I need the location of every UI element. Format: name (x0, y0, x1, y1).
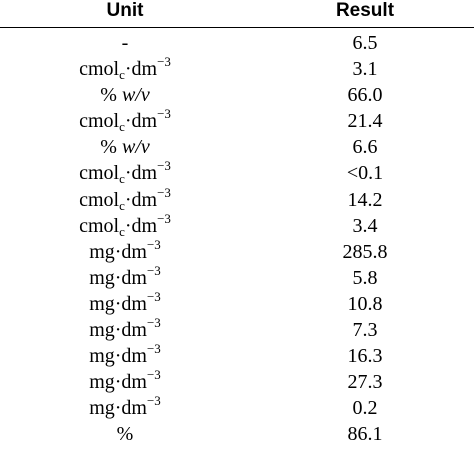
unit-text: −3 (146, 393, 161, 409)
unit-cell: cmolc·dm−3 (30, 158, 220, 187)
unit-text: mg·dm (89, 397, 147, 420)
result-cell: 21.4 (347, 110, 383, 133)
result-cell: 3.4 (352, 214, 378, 237)
unit-text: cmol (79, 162, 120, 185)
unit-text: cmol (79, 188, 120, 211)
unit-text: −3 (157, 184, 171, 200)
unit-text: ·dm (124, 162, 158, 185)
unit-cell: mg·dm−3 (30, 315, 220, 343)
result-cell: 285.8 (342, 240, 388, 263)
table-row: mg·dm−3 10.8 (0, 288, 474, 317)
table-row: mg·dm−3 27.3 (0, 367, 474, 395)
unit-cell: mg·dm−3 (30, 341, 220, 369)
unit-text: −3 (146, 341, 161, 357)
table-row: mg·dm−3 0.2 (0, 393, 474, 421)
unit-text: −3 (157, 158, 171, 174)
unit-text: ·dm (124, 58, 158, 81)
unit-text: −3 (157, 210, 171, 226)
table-row: - 6.5 (0, 30, 474, 56)
table-row: % 86.1 (0, 421, 474, 447)
unit-cell: mg·dm−3 (30, 236, 220, 265)
table-row: mg·dm−3 7.3 (0, 315, 474, 343)
result-column-header: Result (335, 0, 395, 21)
table-row: cmolc·dm−3 14.2 (0, 184, 474, 213)
unit-text: −3 (146, 262, 161, 278)
unit-text: −3 (146, 315, 161, 331)
result-cell: <0.1 (346, 162, 384, 185)
unit-text: ·dm (124, 110, 158, 133)
unit-text: c (119, 171, 125, 187)
unit-cell: cmolc·dm−3 (30, 106, 220, 135)
unit-text: - (121, 32, 129, 54)
result-cell: 66.0 (347, 84, 383, 107)
unit-column-header: Unit (106, 0, 144, 21)
unit-text: ·dm (124, 188, 158, 211)
unit-cell: mg·dm−3 (30, 262, 220, 291)
unit-text: % (100, 84, 122, 107)
table-row: mg·dm−3 285.8 (0, 236, 474, 265)
table-row: % w/v 6.6 (0, 134, 474, 160)
unit-text: mg·dm (89, 240, 147, 263)
unit-cell: cmolc·dm−3 (30, 184, 220, 213)
unit-text: w/v (121, 136, 150, 159)
unit-text: mg·dm (89, 266, 147, 289)
result-cell: 27.3 (347, 371, 383, 394)
unit-text: w/v (121, 84, 150, 107)
unit-text: cmol (79, 110, 120, 133)
unit-text: mg·dm (89, 292, 147, 315)
unit-text: mg·dm (89, 319, 147, 342)
result-cell: 10.8 (347, 292, 383, 315)
result-cell: 6.5 (352, 32, 378, 54)
result-cell: 86.1 (347, 423, 383, 446)
table-row: cmolc·dm−3 3.1 (0, 54, 474, 83)
table-row: cmolc·dm−3 <0.1 (0, 158, 474, 187)
unit-text: −3 (146, 288, 161, 304)
unit-text: c (119, 119, 125, 135)
result-cell: 6.6 (352, 136, 378, 159)
unit-text: cmol (79, 214, 120, 237)
table-header: Unit Result (0, 0, 474, 28)
unit-text: −3 (157, 54, 171, 70)
result-cell: 0.2 (352, 397, 378, 420)
table-row: mg·dm−3 16.3 (0, 341, 474, 369)
unit-cell: cmolc·dm−3 (30, 54, 220, 83)
table-row: mg·dm−3 5.8 (0, 262, 474, 291)
result-cell: 14.2 (347, 188, 383, 211)
table-row: cmolc·dm−3 21.4 (0, 106, 474, 135)
unit-text: mg·dm (89, 345, 147, 368)
unit-text: mg·dm (89, 371, 147, 394)
unit-text: cmol (79, 58, 120, 81)
unit-text: −3 (157, 106, 171, 122)
unit-text: % (116, 423, 134, 446)
table-body: -6.5 cmolc·dm−3 3.1% w/v 66.0 cmolc·dm−3 21.4… (0, 30, 474, 448)
unit-cell: - (30, 30, 220, 56)
unit-cell: mg·dm−3 (30, 393, 220, 421)
unit-text: % (100, 136, 122, 159)
unit-text: c (119, 223, 125, 239)
unit-cell: % (30, 421, 220, 447)
table-row: % w/v 66.0 (0, 82, 474, 108)
table-row: cmolc·dm−3 3.4 (0, 210, 474, 239)
unit-text: c (119, 67, 125, 83)
unit-cell: % w/v (30, 134, 220, 160)
result-cell: 16.3 (347, 345, 383, 368)
unit-cell: % w/v (30, 82, 220, 108)
result-cell: 3.1 (352, 58, 378, 81)
result-cell: 7.3 (352, 319, 378, 342)
unit-text: −3 (146, 236, 161, 252)
unit-text: ·dm (124, 214, 158, 237)
result-cell: 5.8 (352, 266, 378, 289)
unit-text: c (119, 197, 125, 213)
unit-cell: cmolc·dm−3 (30, 210, 220, 239)
unit-text: −3 (146, 367, 161, 383)
unit-cell: mg·dm−3 (30, 288, 220, 317)
unit-cell: mg·dm−3 (30, 367, 220, 395)
